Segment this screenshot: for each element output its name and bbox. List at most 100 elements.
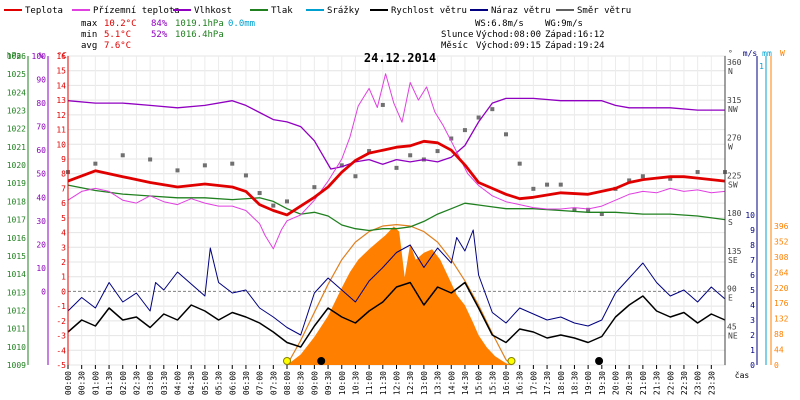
temp-tick-label: 11 [56,126,66,135]
wind-direction-point [640,174,645,179]
temp-tick-label: 9 [61,155,66,164]
dir-tick-degree: 90 [727,285,737,294]
x-tick-label: 23:00 [694,371,703,395]
temp-tick-label: 7 [61,184,66,193]
wind-direction-point [695,170,700,175]
wind-direction-point [490,107,495,112]
w-tick-label: 308 [774,253,789,262]
x-tick-label: 13:30 [434,371,443,395]
temp-tick-label: 2 [61,258,66,267]
legend-label: Náraz větru [491,6,551,16]
dir-axis-unit: ° [728,49,733,58]
wind-direction-point [449,136,454,141]
wind-direction-point [394,165,399,170]
temp-tick-label: 1 [61,273,66,282]
pct-tick-label: 50 [36,170,46,179]
x-tick-label: 00:30 [78,371,87,395]
dir-tick-degree: 360 [727,58,742,67]
x-tick-label: 00:00 [64,371,73,395]
x-tick-label: 12:00 [393,371,402,395]
x-tick-label: 16:30 [516,371,525,395]
ms-tick-label: 7 [750,256,755,265]
wind-direction-point [202,163,207,168]
legend-label: Rychlost větru [391,6,467,16]
x-tick-label: 17:00 [529,371,538,395]
x-tick-label: 15:00 [475,371,484,395]
wind-direction-point [408,153,413,158]
wind-direction-point [243,173,248,178]
wind-gust-info: WG:9m/s [545,19,583,29]
dir-tick-cardinal: N [728,67,733,76]
x-tick-label: 22:00 [666,371,675,395]
stats-block: max 10.2°C 84% 1019.1hPa 0.0mm min 5.1°C… [81,19,255,51]
wind-direction-point [367,149,372,154]
pressure-line [67,184,726,232]
hpa-tick-label: 1015 [7,252,26,261]
hpa-tick-label: 1025 [7,70,26,79]
pct-axis-unit: % [39,51,44,60]
ms-tick-label: 10 [745,211,755,220]
hpa-tick-label: 1014 [7,270,26,279]
moon-rise: Východ:09:15 [476,41,541,51]
pct-tick-label: 80 [36,99,46,108]
x-tick-label: 06:00 [228,371,237,395]
ms-tick-label: 1 [750,346,755,355]
wind-direction-point [353,174,358,179]
w-tick-label: 176 [774,299,789,308]
humidity-line [67,97,725,170]
w-tick-label: 44 [774,346,784,355]
x-tick-label: 07:30 [269,371,278,395]
w-tick-label: 88 [774,330,784,339]
wind-direction-point [586,207,591,212]
stats-avg-label: avg [81,41,97,51]
ms-tick-label: 2 [750,331,755,340]
sun-label: Slunce [441,30,474,40]
x-tick-label: 08:30 [297,371,306,395]
stats-min-hum: 52% [151,30,168,40]
wind-direction-point [545,182,550,187]
sun-marker [283,357,291,365]
grid-lines [67,55,725,366]
mm-axis-unit: mm [762,49,772,58]
moon-marker [595,357,604,365]
x-tick-label: 07:00 [256,371,265,395]
hpa-axis-unit: hPa [7,51,22,60]
temp-tick-label: 10 [56,140,66,149]
solar-max-line [286,224,512,366]
hpa-tick-label: 1011 [7,325,26,334]
temp-tick-label: -2 [56,317,66,326]
x-tick-label: 09:00 [310,371,319,395]
wind-direction-point [572,207,577,212]
ms-tick-label: 8 [750,241,755,250]
temp-tick-label: 14 [56,81,66,90]
dir-tick-cardinal: E [728,294,733,303]
x-tick-label: 01:30 [105,371,114,395]
ms-tick-label: 0 [750,361,755,370]
dir-tick-cardinal: NW [728,105,738,114]
dir-tick-degree: 180 [727,209,742,218]
ms-tick-label: 3 [750,316,755,325]
temp-tick-label: 3 [61,243,66,252]
stats-max-hum: 84% [151,19,168,29]
w-tick-label: 264 [774,268,789,277]
x-tick-label: 06:30 [242,371,251,395]
x-tick-label: 01:00 [91,371,100,395]
x-tick-label: 14:00 [447,371,456,395]
ms-axis-unit: m/s [743,49,758,58]
hpa-tick-label: 1022 [7,125,26,134]
ms-tick-label: 6 [750,271,755,280]
wind-direction-point [558,182,563,187]
pct-tick-label: 100 [32,52,47,61]
wind-direction-point [435,149,440,154]
x-tick-label: 21:00 [639,371,648,395]
wind-direction-point [120,153,125,158]
w-tick-label: 132 [774,315,789,324]
stats-max-label: max [81,19,98,29]
moon-marker [317,357,326,365]
wind-direction-point [668,176,673,181]
stats-max-temp: 10.2°C [104,19,137,29]
hpa-tick-label: 1024 [7,88,26,97]
x-tick-label: 18:00 [557,371,566,395]
wind-direction-point [285,199,289,204]
